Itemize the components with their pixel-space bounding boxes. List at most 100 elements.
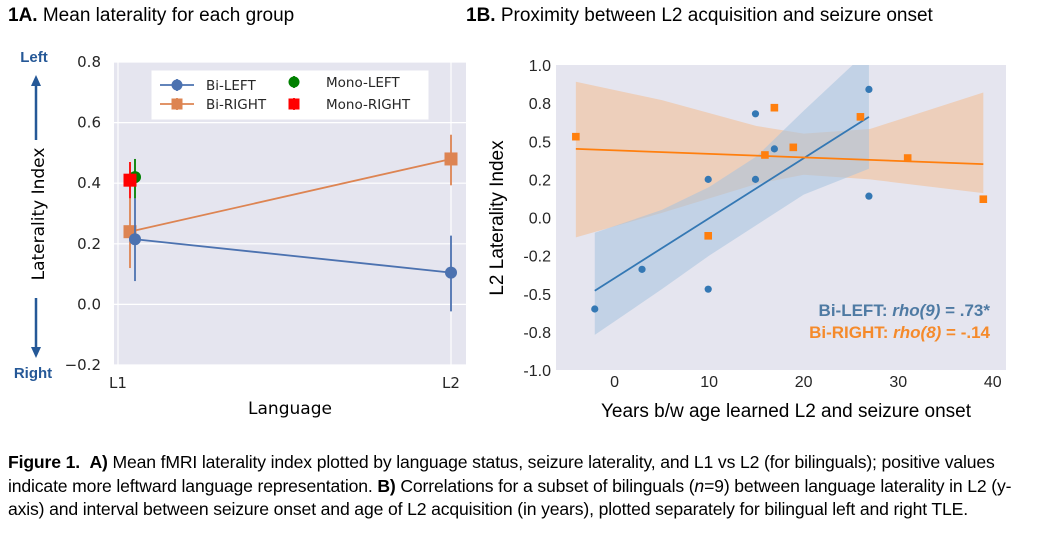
annotation-bi-left-value: = .73* [940, 301, 990, 320]
chart-a: −0.2 0.0 0.2 0.4 0.6 0.8 L1 L2 Language Latera… [14, 49, 466, 419]
figure-caption: Figure 1. A) Mean fMRI laterality index … [8, 451, 1033, 522]
annotation-bi-right-stat: rho(8) [893, 323, 942, 342]
ci-band-bi-left [594, 65, 869, 335]
x-tick-label: L2 [442, 374, 460, 392]
figure-canvas: −0.2 0.0 0.2 0.4 0.6 0.8 L1 L2 Language Latera… [14, 49, 1006, 422]
caption-part-a-text: Mean fMRI laterality index plotted by la… [8, 452, 995, 496]
data-point-bi-right [903, 154, 912, 162]
caption-n-italic: n [694, 475, 705, 496]
y-tick-label: 1.0 [529, 58, 551, 75]
panel-b-label: 1B. [466, 5, 496, 26]
data-marker [444, 152, 458, 166]
annotation-bi-left-prefix: Bi-LEFT: [819, 301, 893, 320]
data-point-bi-left [751, 110, 760, 118]
legend-marker [288, 76, 300, 88]
regression-line-bi-right [575, 147, 984, 166]
arrow-up-icon [31, 75, 41, 140]
legend-marker [171, 98, 183, 110]
panel-b-title: 1B. Proximity between L2 acquisition and… [466, 5, 933, 27]
y-tick-label: 0.4 [77, 174, 101, 192]
y-tick-label: 0.6 [77, 114, 101, 132]
x-tick-label: 30 [889, 374, 907, 391]
y-tick-label: -1.0 [523, 363, 551, 380]
y-tick-label: 0.8 [77, 53, 101, 71]
annotation-bi-left: Bi-LEFT: rho(9) = .73* [819, 301, 991, 320]
data-point-bi-left [591, 305, 599, 313]
legend-marker [171, 79, 183, 91]
chart-a-series [123, 134, 458, 312]
arrow-down-icon [31, 298, 41, 358]
chart-b-y-axis-label: L2 Laterality Index [487, 140, 508, 296]
data-point-bi-right [704, 232, 713, 240]
panel-b-title-text: Proximity between L2 acquisition and sei… [500, 5, 933, 26]
data-marker [445, 266, 457, 279]
x-tick-label: 20 [795, 374, 813, 391]
series-line [129, 158, 452, 233]
y-tick-label: -0.2 [523, 249, 551, 266]
y-tick-label: 0.2 [77, 235, 101, 253]
data-point-bi-left [704, 285, 712, 293]
data-point-bi-left [770, 145, 778, 153]
y-tick-label: -0.5 [523, 287, 551, 304]
legend-label: Bi-RIGHT [206, 97, 267, 113]
x-tick-label: 10 [700, 374, 718, 391]
chart-b-x-ticks: 0 10 20 30 40 [610, 374, 1002, 391]
y-tick-label: 0.5 [529, 134, 551, 151]
caption-part-b-text-1: Correlations for a subset of bilinguals … [395, 475, 695, 496]
chart-b-regression-lines [575, 116, 984, 292]
y-tick-label: 0.2 [529, 172, 551, 189]
annotation-bi-right: Bi-RIGHT: rho(8) = -.14 [809, 323, 990, 342]
chart-b: 1.0 0.8 0.5 0.2 0.0 -0.2 -0.5 -0.8 -1.0 0 10 20 30 4… [487, 58, 1006, 422]
annotation-bi-left-stat: rho(9) [892, 301, 941, 320]
legend-item-mono-right: Mono-RIGHT [288, 97, 411, 113]
regression-line-bi-left [594, 116, 870, 292]
x-tick-label: 40 [984, 374, 1002, 391]
legend-marker [288, 98, 300, 110]
series-mono-right [123, 161, 137, 199]
data-point-bi-right [979, 195, 988, 203]
chart-a-y-axis-label: Laterality Index [29, 148, 49, 281]
panel-a-title: 1A. Mean laterality for each group [8, 5, 294, 27]
data-marker [129, 233, 141, 246]
panel-a-label: 1A. [8, 5, 38, 26]
caption-part-b-text-2: =9) between language laterality in L2 (y… [8, 475, 1012, 520]
legend-label: Bi-LEFT [206, 78, 256, 94]
panel-a-title-text: Mean laterality for each group [42, 5, 295, 26]
data-marker [123, 173, 137, 187]
legend-label: Mono-RIGHT [326, 97, 411, 113]
data-point-bi-right [856, 113, 865, 121]
y-tick-label: -0.8 [523, 325, 551, 342]
caption-part-a-label: A) [89, 452, 108, 472]
direction-label-left: Left [20, 49, 48, 66]
data-point-bi-left [704, 175, 712, 183]
legend-item-mono-left: Mono-LEFT [288, 75, 400, 91]
chart-a-gridlines [114, 61, 466, 366]
caption-figure-label: Figure 1. [8, 452, 80, 472]
data-point-bi-left [751, 175, 760, 183]
y-tick-label: 0.0 [529, 211, 551, 228]
legend-label: Mono-LEFT [326, 75, 400, 91]
chart-b-confidence-bands [575, 65, 984, 335]
annotation-bi-right-value: = -.14 [941, 323, 990, 342]
chart-b-points [572, 85, 988, 313]
legend-item-bi-left: Bi-LEFT [160, 78, 256, 94]
y-tick-label: 0.8 [529, 96, 551, 113]
series-bi-left [129, 198, 457, 312]
chart-a-x-ticks: L1 L2 [109, 374, 460, 392]
caption-part-b-label: B) [377, 475, 396, 496]
x-tick-label: 0 [610, 374, 619, 391]
x-tick-label: L1 [109, 374, 127, 392]
chart-a-x-axis-label: Language [248, 399, 332, 419]
data-point-bi-right [789, 143, 798, 152]
data-point-bi-right [770, 103, 779, 112]
data-point-bi-left [638, 265, 646, 273]
data-point-bi-right [572, 132, 580, 141]
direction-label-right: Right [14, 365, 52, 382]
legend-item-bi-right: Bi-RIGHT [160, 97, 267, 113]
data-point-bi-right [761, 151, 769, 159]
y-tick-label: 0.0 [77, 295, 101, 313]
y-tick-label: −0.2 [65, 356, 101, 374]
annotation-bi-right-prefix: Bi-RIGHT: [809, 323, 893, 342]
chart-a-y-ticks: −0.2 0.0 0.2 0.4 0.6 0.8 [65, 53, 101, 374]
chart-b-y-ticks: 1.0 0.8 0.5 0.2 0.0 -0.2 -0.5 -0.8 -1.0 [523, 58, 551, 380]
